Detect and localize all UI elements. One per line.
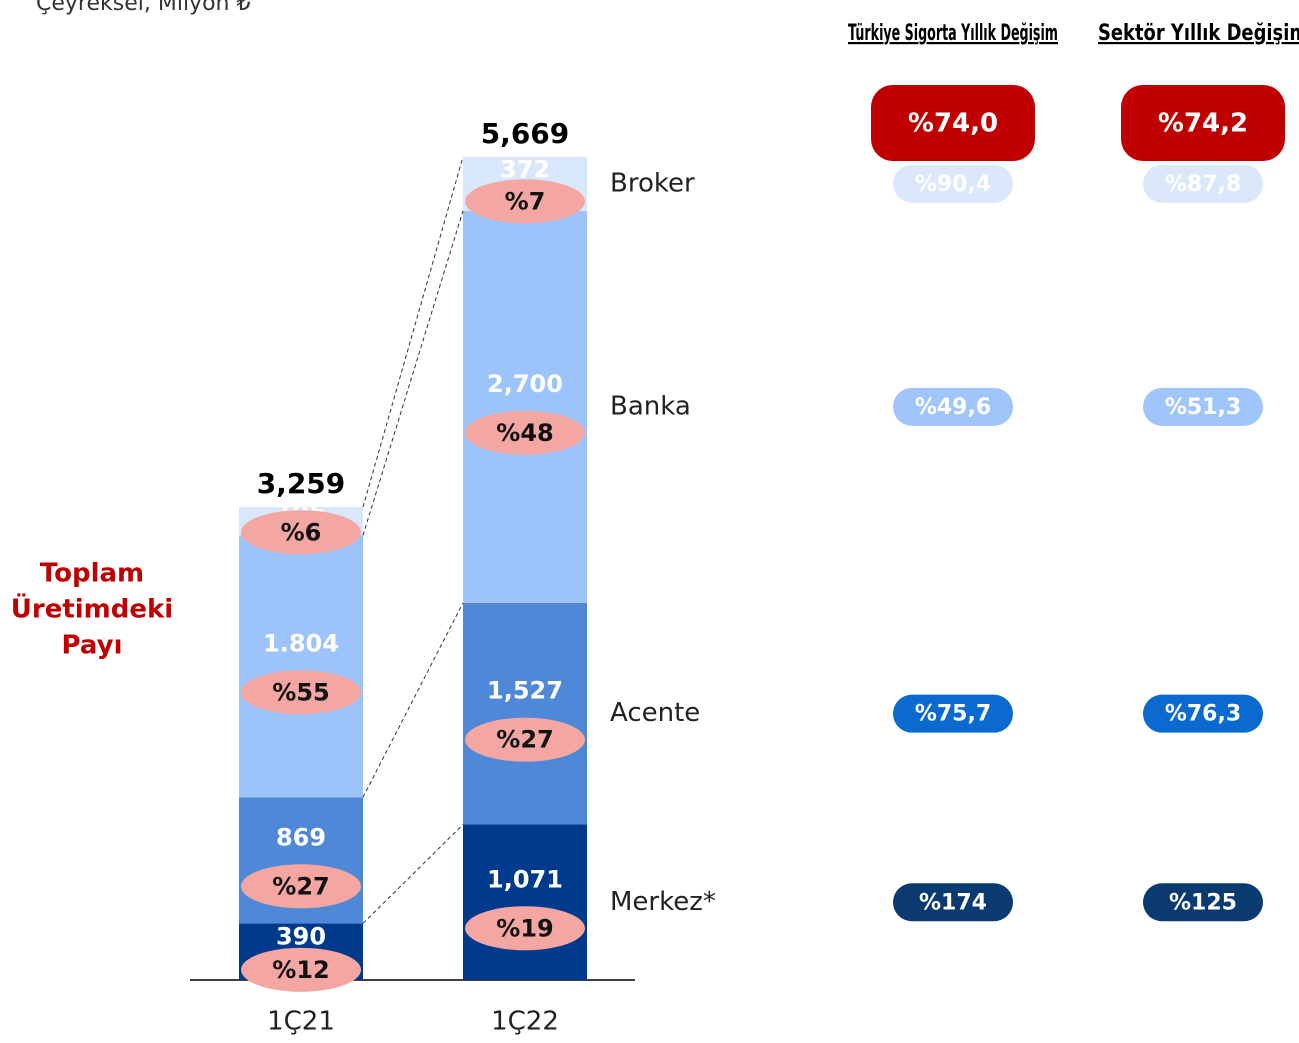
legend-label: Banka — [610, 391, 691, 421]
yoy-pill — [893, 883, 1013, 922]
legend-label: Merkez* — [610, 887, 716, 917]
yoy-label: %125 — [1169, 890, 1237, 915]
connector — [362, 602, 464, 798]
share-badge — [465, 410, 585, 455]
yoy-total-pill — [871, 85, 1035, 161]
yoy-header: Sektör Yıllık Değişim — [1098, 21, 1299, 46]
total-label: 5,669 — [481, 117, 570, 150]
yoy-label: %87,8 — [1165, 172, 1241, 197]
legend-label: Acente — [610, 698, 700, 728]
share-label: %55 — [272, 678, 329, 706]
side-label: Toplam — [40, 559, 144, 589]
yoy-pill — [1143, 164, 1263, 203]
yoy-label: %174 — [919, 890, 987, 915]
yoy-label: %51,3 — [1165, 395, 1241, 420]
value-label: 390 — [276, 923, 326, 951]
yoy-pill — [1143, 883, 1263, 922]
value-label: 1.804 — [263, 629, 339, 657]
share-badge — [241, 670, 361, 715]
yoy-pill — [893, 694, 1013, 733]
x-tick-label: 1Ç22 — [491, 1007, 559, 1037]
share-label: %6 — [281, 518, 322, 546]
yoy-total-pill — [1121, 85, 1285, 161]
connector — [362, 210, 464, 536]
side-label: Üretimdeki — [11, 592, 173, 625]
yoy-label: %49,6 — [915, 395, 991, 420]
share-badge — [241, 947, 361, 992]
share-badge — [465, 717, 585, 762]
yoy-label: %90,4 — [915, 172, 991, 197]
yoy-total-label: %74,2 — [1158, 109, 1248, 139]
yoy-pill — [893, 387, 1013, 426]
share-label: %48 — [496, 419, 553, 447]
value-label: 2,700 — [487, 370, 563, 398]
legend-label: Broker — [610, 168, 695, 198]
bar-segment — [463, 824, 587, 980]
share-badge — [241, 864, 361, 909]
share-label: %27 — [496, 726, 553, 754]
yoy-label: %75,7 — [915, 702, 991, 727]
share-label: %7 — [505, 187, 546, 215]
connector — [362, 824, 464, 924]
share-badge — [465, 179, 585, 224]
yoy-pill — [893, 164, 1013, 203]
share-label: %12 — [272, 956, 329, 984]
yoy-total-label: %74,0 — [908, 109, 998, 139]
yoy-pill — [1143, 387, 1263, 426]
value-label: 372 — [500, 155, 550, 183]
value-label: 1,071 — [487, 865, 563, 893]
x-tick-label: 1Ç21 — [267, 1007, 335, 1037]
bar-segment — [239, 535, 363, 798]
share-label: %27 — [272, 872, 329, 900]
share-badge — [465, 906, 585, 951]
share-label: %19 — [496, 914, 553, 942]
connector — [362, 156, 464, 508]
value-label: 869 — [276, 823, 326, 851]
value-label: 1,527 — [487, 677, 563, 705]
total-label: 3,259 — [257, 467, 346, 500]
side-label: Payı — [62, 631, 123, 661]
bar-segment — [463, 602, 587, 825]
share-badge — [241, 510, 361, 555]
subtitle: Çeyreksel, Milyon ₺ — [36, 0, 250, 16]
yoy-label: %76,3 — [1165, 702, 1241, 727]
bar-segment — [463, 210, 587, 603]
yoy-header: Türkiye Sigorta Yıllık Değişim — [848, 21, 1058, 46]
yoy-pill — [1143, 694, 1263, 733]
